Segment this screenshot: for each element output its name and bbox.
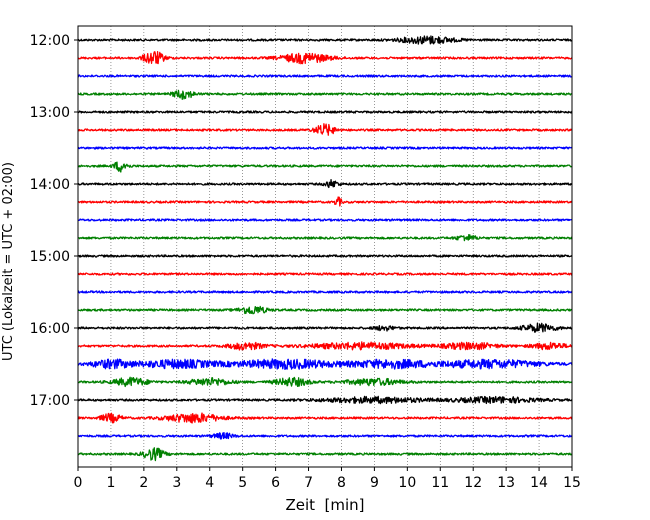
x-tick-label: 9 xyxy=(370,475,379,491)
trace-1700 xyxy=(77,395,573,405)
x-tick-label: 6 xyxy=(271,475,280,491)
trace-layer xyxy=(77,35,573,462)
x-tick-label: 15 xyxy=(563,475,581,491)
x-axis-title: Zeit [min] xyxy=(285,496,364,514)
x-tick-label: 0 xyxy=(74,475,83,491)
trace-1415 xyxy=(77,196,573,207)
trace-1615 xyxy=(77,341,573,351)
y-tick-label: 15:00 xyxy=(30,249,70,265)
trace-1600 xyxy=(77,322,573,333)
trace-1515 xyxy=(77,272,573,276)
trace-1545 xyxy=(77,305,573,315)
trace-1400 xyxy=(77,178,573,189)
x-tick-label: 2 xyxy=(139,475,148,491)
trace-1730 xyxy=(77,431,573,440)
plot-frame xyxy=(77,25,573,468)
x-tick-label: 13 xyxy=(497,475,515,491)
y-tick-label: 17:00 xyxy=(30,393,70,409)
y-tick-label: 13:00 xyxy=(30,105,70,121)
tick-layer: 0 1 2 3 4 5 6 7 8 9 10 11 12 13 14 1512:0013:0014:0015:… xyxy=(30,33,581,491)
x-tick-label: 14 xyxy=(530,475,548,491)
trace-1215 xyxy=(77,51,573,65)
trace-1715 xyxy=(77,412,573,424)
trace-1630 xyxy=(77,358,573,371)
y-axis-title: UTC (Lokalzeit = UTC + 02:00) xyxy=(1,162,16,361)
trace-1645 xyxy=(77,376,573,388)
x-tick-label: 4 xyxy=(205,475,214,491)
x-tick-label: 3 xyxy=(172,475,181,491)
x-tick-label: 12 xyxy=(464,475,482,491)
x-tick-label: 1 xyxy=(106,475,115,491)
trace-1345 xyxy=(77,161,573,173)
trace-1500 xyxy=(77,254,573,258)
trace-1430 xyxy=(77,218,573,222)
trace-1200 xyxy=(77,35,573,45)
x-tick-label: 7 xyxy=(304,475,313,491)
x-tick-label: 11 xyxy=(431,475,449,491)
y-tick-label: 14:00 xyxy=(30,177,70,193)
y-tick-label: 16:00 xyxy=(30,321,70,337)
trace-1330 xyxy=(77,146,573,150)
trace-1530 xyxy=(77,290,573,294)
x-tick-label: 8 xyxy=(337,475,346,491)
trace-1745 xyxy=(77,447,573,462)
trace-1445 xyxy=(77,233,573,242)
x-tick-label: 5 xyxy=(238,475,247,491)
y-tick-label: 12:00 xyxy=(30,33,70,49)
trace-1315 xyxy=(77,123,573,136)
x-tick-label: 10 xyxy=(398,475,416,491)
trace-1245 xyxy=(77,89,573,100)
trace-1300 xyxy=(77,110,573,114)
trace-1230 xyxy=(77,74,573,78)
